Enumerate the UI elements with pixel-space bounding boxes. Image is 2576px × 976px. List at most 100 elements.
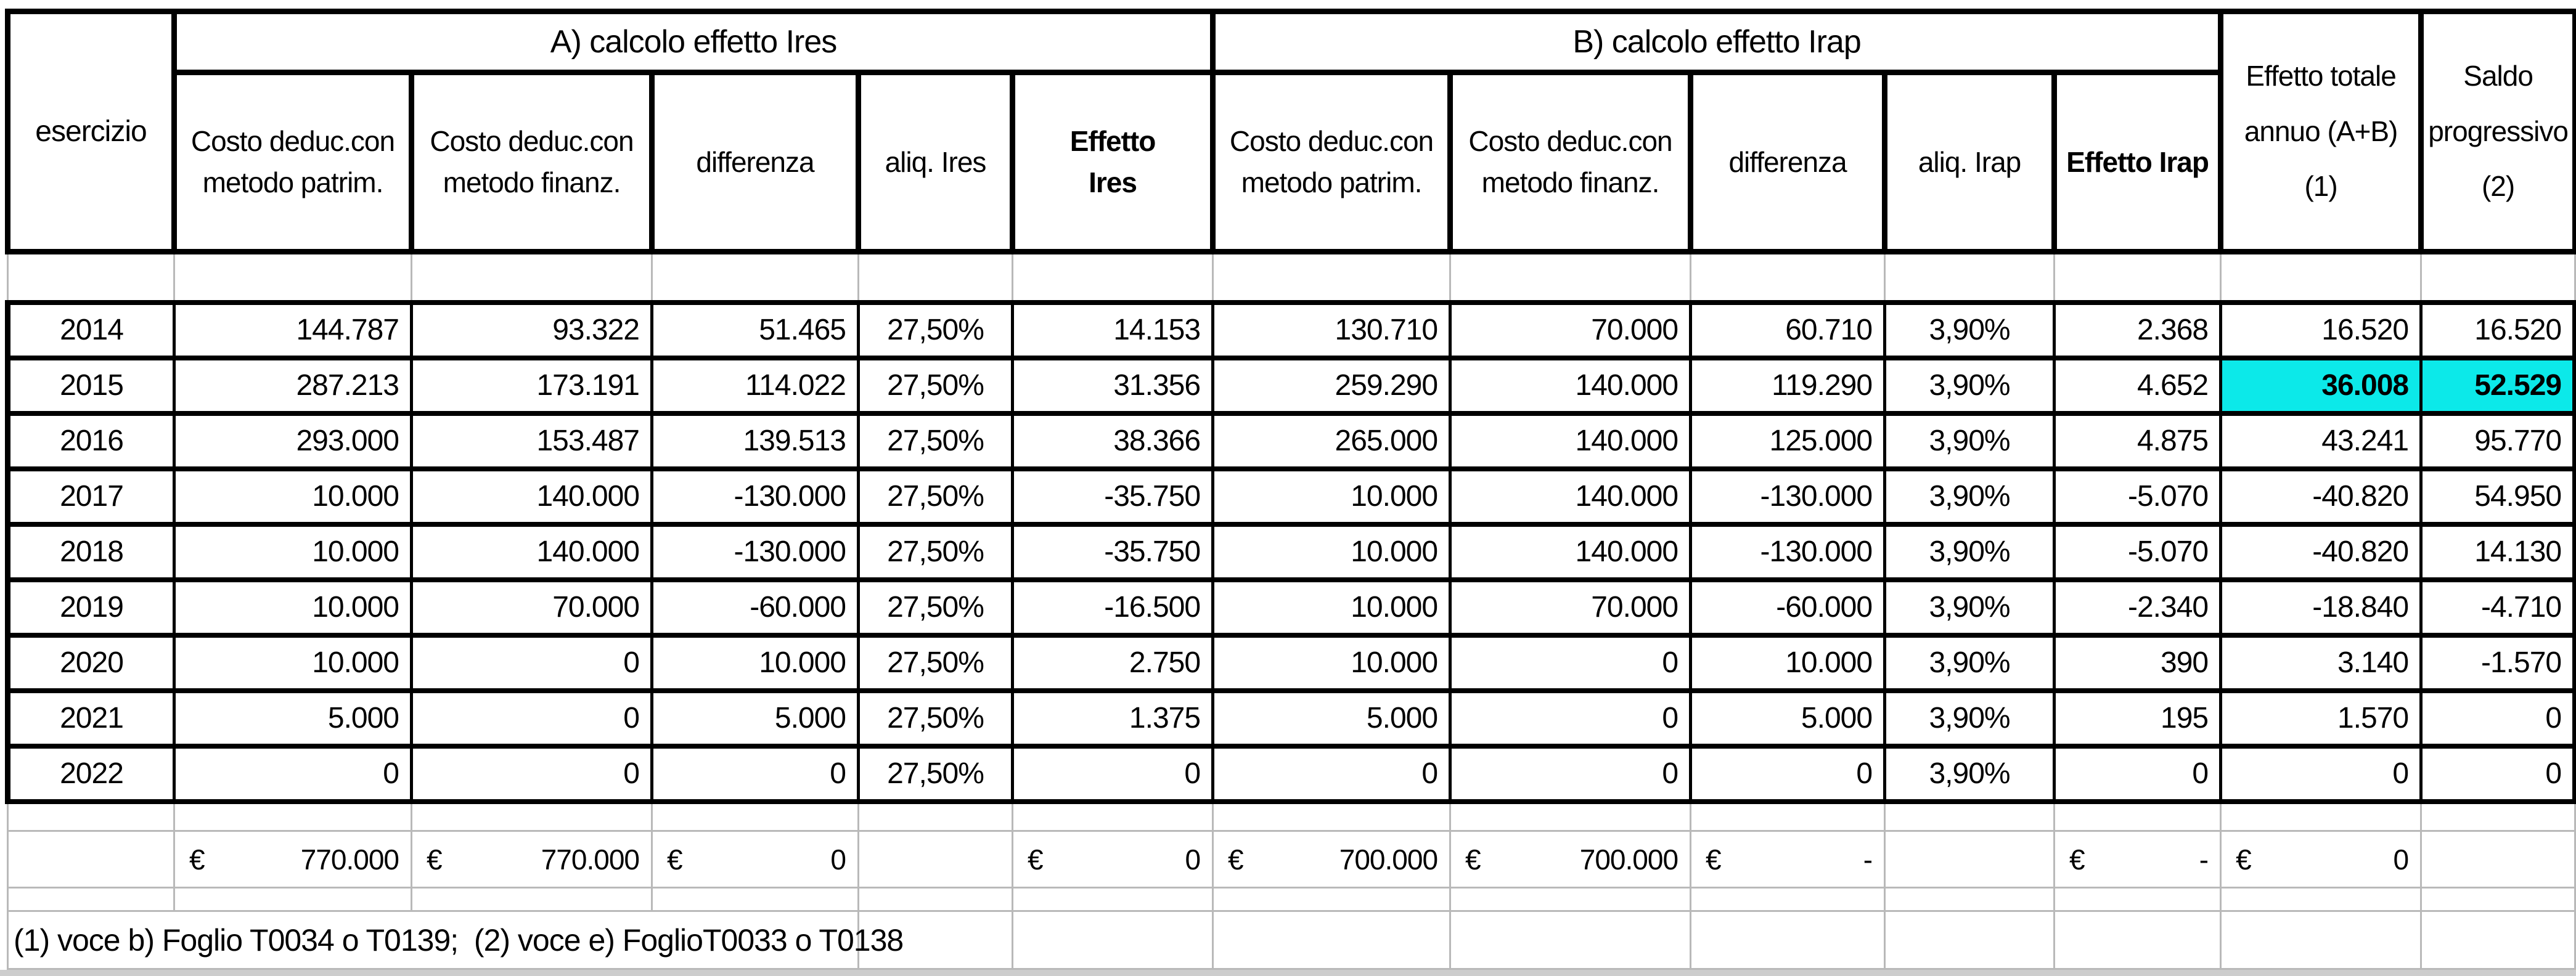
value-cell[interactable]: 10.000	[1211, 632, 1452, 693]
value-cell[interactable]: 70.000	[410, 577, 653, 638]
value-cell[interactable]: 3,90%	[1883, 521, 2056, 582]
value-cell[interactable]: 130.710	[1211, 299, 1452, 360]
value-cell[interactable]: 31.356	[1010, 355, 1215, 416]
value-cell[interactable]: 0	[1449, 688, 1693, 749]
value-cell[interactable]: 140.000	[1449, 521, 1693, 582]
value-cell[interactable]: 27,50%	[857, 577, 1014, 638]
value-cell[interactable]: 0	[2219, 743, 2423, 804]
value-cell[interactable]: 139.513	[650, 410, 860, 471]
value-cell[interactable]: 14.153	[1010, 299, 1215, 360]
value-cell[interactable]: 16.520	[2419, 299, 2576, 360]
value-cell[interactable]: 390	[2053, 632, 2223, 693]
value-cell[interactable]: 10.000	[1211, 577, 1452, 638]
year-cell[interactable]: 2020	[5, 632, 176, 693]
value-cell[interactable]: 4.652	[2053, 355, 2223, 416]
value-cell[interactable]: 70.000	[1449, 299, 1693, 360]
value-cell[interactable]: 140.000	[1449, 355, 1693, 416]
value-cell[interactable]: 10.000	[1689, 632, 1887, 693]
year-cell[interactable]: 2015	[5, 355, 176, 416]
column-header[interactable]: Costo deduc.con metodo patrim.	[1210, 70, 1454, 254]
value-cell[interactable]: 144.787	[173, 299, 413, 360]
value-cell[interactable]: 27,50%	[857, 632, 1014, 693]
value-cell[interactable]: -1.570	[2419, 632, 2576, 693]
value-cell[interactable]: 27,50%	[857, 299, 1014, 360]
value-cell[interactable]: 0	[2419, 743, 2576, 804]
value-cell[interactable]: 173.191	[410, 355, 653, 416]
group-header-ires[interactable]: A) calcolo effetto Ires	[171, 9, 1216, 75]
column-header[interactable]: Costo deduc.con metodo finanz.	[409, 70, 655, 254]
value-cell[interactable]: 125.000	[1689, 410, 1887, 471]
value-cell[interactable]: 10.000	[650, 632, 860, 693]
value-cell[interactable]: -130.000	[1689, 466, 1887, 527]
value-cell[interactable]: 27,50%	[857, 466, 1014, 527]
value-cell[interactable]: 0	[410, 743, 653, 804]
value-cell[interactable]: 0	[1689, 743, 1887, 804]
value-cell[interactable]: -40.820	[2219, 466, 2423, 527]
value-cell[interactable]: 3.140	[2219, 632, 2423, 693]
year-cell[interactable]: 2022	[5, 743, 176, 804]
value-cell[interactable]: 60.710	[1689, 299, 1887, 360]
value-cell[interactable]: 3,90%	[1883, 632, 2056, 693]
value-cell[interactable]: -18.840	[2219, 577, 2423, 638]
value-cell[interactable]: 3,90%	[1883, 410, 2056, 471]
year-cell[interactable]: 2019	[5, 577, 176, 638]
value-cell[interactable]: 5.000	[1211, 688, 1452, 749]
value-cell[interactable]: 0	[1010, 743, 1215, 804]
value-cell[interactable]: 0	[173, 743, 413, 804]
value-cell[interactable]: 0	[2053, 743, 2223, 804]
value-cell[interactable]: 93.322	[410, 299, 653, 360]
column-header[interactable]: Costo deduc.con metodo patrim.	[171, 70, 414, 254]
value-cell[interactable]: 4.875	[2053, 410, 2223, 471]
value-cell[interactable]: 54.950	[2419, 466, 2576, 527]
value-cell[interactable]: 36.008	[2219, 355, 2423, 416]
year-cell[interactable]: 2017	[5, 466, 176, 527]
value-cell[interactable]: 95.770	[2419, 410, 2576, 471]
value-cell[interactable]: 3,90%	[1883, 688, 2056, 749]
value-cell[interactable]: 119.290	[1689, 355, 1887, 416]
total-cell[interactable]: €0	[1011, 830, 1214, 889]
value-cell[interactable]: 10.000	[1211, 466, 1452, 527]
value-cell[interactable]: 1.375	[1010, 688, 1215, 749]
value-cell[interactable]: -5.070	[2053, 466, 2223, 527]
column-header[interactable]: differenza	[649, 70, 861, 254]
total-cell[interactable]: €700.000	[1449, 830, 1692, 889]
group-header-irap[interactable]: B) calcolo effetto Irap	[1210, 9, 2224, 75]
year-cell[interactable]: 2016	[5, 410, 176, 471]
value-cell[interactable]: -16.500	[1010, 577, 1215, 638]
value-cell[interactable]: 259.290	[1211, 355, 1452, 416]
value-cell[interactable]: 10.000	[1211, 521, 1452, 582]
value-cell[interactable]: 38.366	[1010, 410, 1215, 471]
column-header-effetto-totale[interactable]: Effetto totale annuo (A+B) (1)	[2218, 9, 2424, 254]
total-cell[interactable]: €0	[2220, 830, 2423, 889]
year-cell[interactable]: 2021	[5, 688, 176, 749]
value-cell[interactable]: 2.368	[2053, 299, 2223, 360]
value-cell[interactable]: -35.750	[1010, 466, 1215, 527]
total-cell[interactable]: € -	[1690, 830, 1886, 889]
value-cell[interactable]: 5.000	[1689, 688, 1887, 749]
value-cell[interactable]: 16.520	[2219, 299, 2423, 360]
column-header[interactable]: aliq. Irap	[1882, 70, 2058, 254]
value-cell[interactable]: 14.130	[2419, 521, 2576, 582]
column-header[interactable]: aliq. Ires	[856, 70, 1015, 254]
value-cell[interactable]: 140.000	[1449, 410, 1693, 471]
value-cell[interactable]: 293.000	[173, 410, 413, 471]
value-cell[interactable]: 0	[1449, 632, 1693, 693]
value-cell[interactable]: 27,50%	[857, 355, 1014, 416]
value-cell[interactable]: 70.000	[1449, 577, 1693, 638]
value-cell[interactable]: 27,50%	[857, 688, 1014, 749]
column-header[interactable]: Effetto Ires	[1009, 70, 1216, 254]
value-cell[interactable]: 153.487	[410, 410, 653, 471]
corner-header-esercizio[interactable]: esercizio	[5, 9, 177, 254]
value-cell[interactable]: -130.000	[650, 521, 860, 582]
column-header-saldo-progressivo[interactable]: Saldo progressivo (2)	[2418, 9, 2576, 254]
year-cell[interactable]: 2014	[5, 299, 176, 360]
year-cell[interactable]: 2018	[5, 521, 176, 582]
value-cell[interactable]: 52.529	[2419, 355, 2576, 416]
column-header[interactable]: differenza	[1688, 70, 1888, 254]
value-cell[interactable]: -130.000	[1689, 521, 1887, 582]
value-cell[interactable]: 114.022	[650, 355, 860, 416]
value-cell[interactable]: 0	[650, 743, 860, 804]
value-cell[interactable]: -60.000	[650, 577, 860, 638]
value-cell[interactable]: -130.000	[650, 466, 860, 527]
value-cell[interactable]: 5.000	[650, 688, 860, 749]
